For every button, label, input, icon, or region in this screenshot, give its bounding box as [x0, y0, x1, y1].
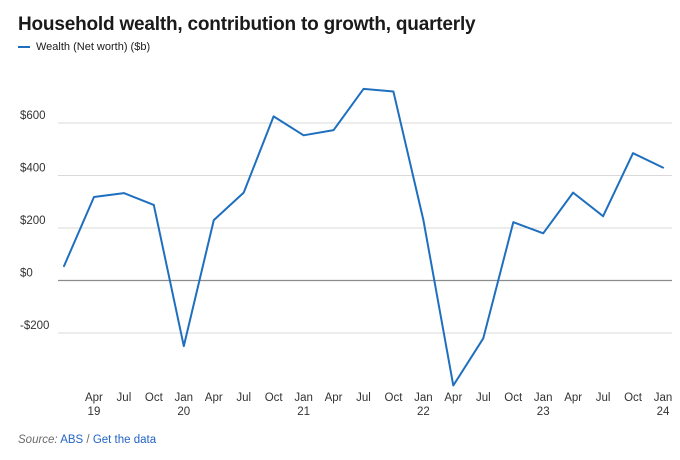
data-point [603, 216, 604, 217]
data-point [64, 266, 65, 267]
x-tick-label: Jan [175, 392, 194, 404]
x-tick-year-label: 19 [88, 406, 101, 418]
data-point [543, 233, 544, 234]
data-point [453, 385, 454, 386]
x-tick-label: Apr [85, 392, 103, 404]
series-line [63, 87, 664, 387]
x-tick-year-label: 20 [177, 406, 190, 418]
x-tick-year-label: 22 [417, 406, 430, 418]
x-axis: Apr 19 Jul Oct Jan 20 Apr Jul Oct Jan 21 Apr Jul Oct J… [85, 392, 672, 418]
legend-label: Wealth (Net worth) ($b) [36, 41, 151, 53]
x-tick-label: Apr [564, 392, 582, 404]
data-point [363, 88, 364, 89]
x-tick-label: Oct [385, 392, 404, 404]
data-point [483, 338, 484, 339]
x-tick-label: Jan [534, 392, 553, 404]
x-tick-label: Oct [504, 392, 523, 404]
data-point [513, 222, 514, 223]
legend-swatch [18, 46, 30, 48]
data-point [573, 192, 574, 193]
x-tick-label: Jan [294, 392, 313, 404]
get-data-link[interactable]: Get the data [92, 434, 157, 446]
data-point [423, 220, 424, 221]
footer-separator: / [86, 434, 90, 446]
y-tick-label: -$200 [20, 320, 49, 332]
data-point [663, 167, 664, 168]
data-point [93, 197, 94, 198]
x-tick-label: Oct [624, 392, 643, 404]
data-point [153, 204, 154, 205]
data-point [273, 116, 274, 117]
x-tick-label: Jul [236, 392, 251, 404]
x-tick-label: Jul [596, 392, 611, 404]
legend: Wealth (Net worth) ($b) [18, 41, 150, 53]
y-tick-label: $600 [20, 110, 46, 122]
data-point [213, 220, 214, 221]
data-point [243, 192, 244, 193]
x-tick-label: Jan [414, 392, 433, 404]
data-point [333, 130, 334, 131]
x-tick-label: Oct [145, 392, 164, 404]
data-point [123, 193, 124, 194]
data-point [303, 135, 304, 136]
source-label: Source: [18, 434, 58, 446]
grid-layer [58, 122, 672, 334]
data-point [633, 153, 634, 154]
y-tick-label: $200 [20, 215, 46, 227]
x-tick-label: Jul [356, 392, 371, 404]
source-link[interactable]: ABS [60, 434, 84, 446]
x-tick-year-label: 24 [657, 406, 670, 418]
y-tick-label: $0 [20, 268, 33, 280]
x-tick-year-label: 23 [537, 406, 550, 418]
series-layer [63, 87, 664, 387]
x-tick-label: Jan [654, 392, 673, 404]
footer: Source: ABS / Get the data [18, 434, 156, 446]
x-tick-label: Oct [265, 392, 284, 404]
x-tick-label: Jul [117, 392, 132, 404]
y-tick-label: $400 [20, 163, 46, 175]
data-point [183, 346, 184, 347]
y-axis: -$200 $0 $200 $400 $600 [20, 110, 49, 332]
chart-title: Household wealth, contribution to growth… [18, 14, 476, 35]
x-tick-label: Apr [325, 392, 343, 404]
data-point [393, 91, 394, 92]
x-tick-label: Apr [444, 392, 462, 404]
x-tick-label: Apr [205, 392, 223, 404]
x-tick-year-label: 21 [297, 406, 310, 418]
x-tick-label: Jul [476, 392, 491, 404]
